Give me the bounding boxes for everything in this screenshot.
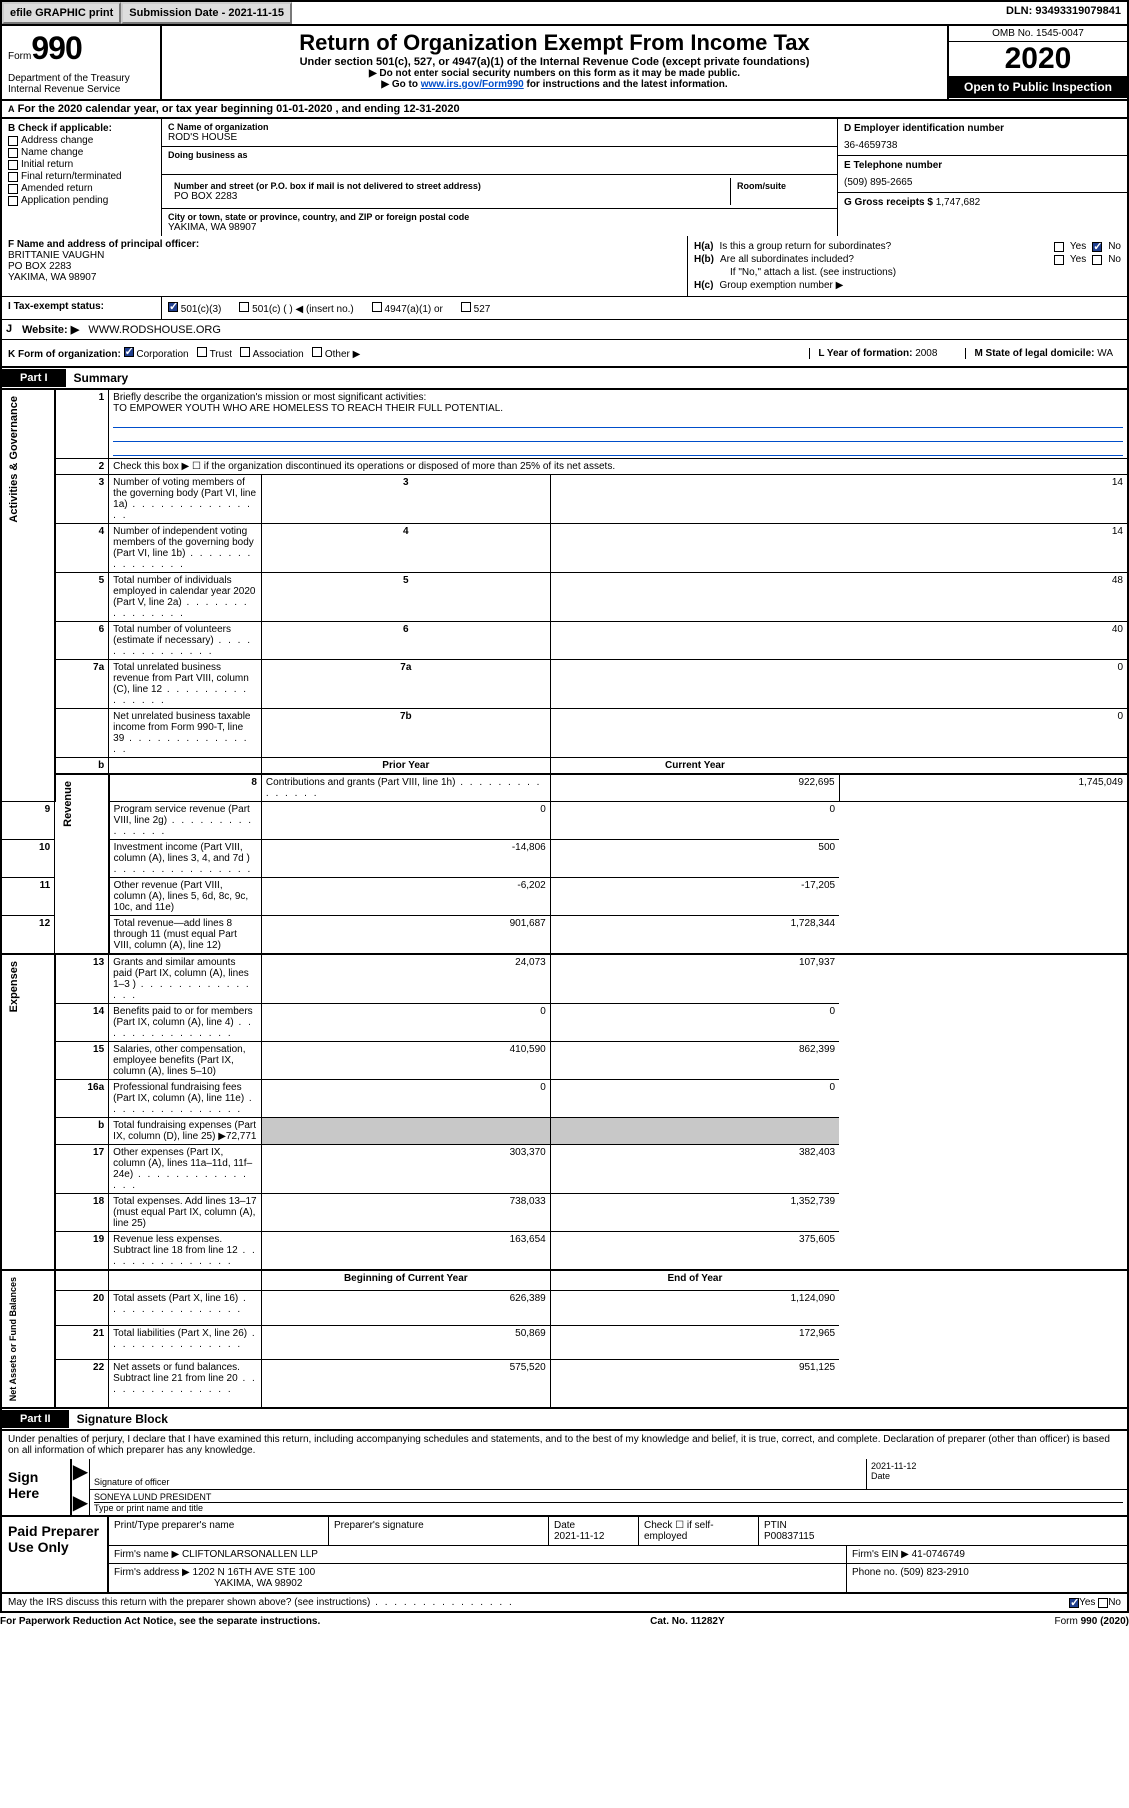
instructions-link[interactable]: www.irs.gov/Form990	[421, 79, 524, 90]
org-name: ROD'S HOUSE	[168, 132, 831, 143]
subtitle-3: ▶ Go to www.irs.gov/Form990 for instruct…	[166, 79, 943, 90]
tax-year: 2020	[949, 42, 1127, 76]
part-2-header: Part II Signature Block	[0, 1409, 1129, 1431]
chk-4947[interactable]	[372, 302, 382, 312]
penalties-text: Under penalties of perjury, I declare th…	[2, 1431, 1127, 1459]
website-value: WWW.RODSHOUSE.ORG	[88, 324, 221, 336]
officer-addr2: YAKIMA, WA 98907	[8, 272, 681, 283]
form-number: 990	[31, 30, 81, 66]
ein-label: D Employer identification number	[844, 123, 1121, 134]
ein-value: 36-4659738	[844, 140, 1121, 151]
chk-trust[interactable]	[197, 347, 207, 357]
omb-number: OMB No. 1545-0047	[949, 26, 1127, 42]
discuss-no[interactable]	[1098, 1598, 1108, 1608]
box-deg: D Employer identification number 36-4659…	[837, 119, 1127, 236]
row-klm: K Form of organization: Corporation Trus…	[0, 340, 1129, 368]
officer-print-name: SONEYA LUND PRESIDENT	[94, 1492, 1123, 1502]
ha-yes[interactable]	[1054, 242, 1064, 252]
preparer-block: Paid Preparer Use Only Print/Type prepar…	[0, 1517, 1129, 1594]
gross-value: 1,747,682	[936, 197, 981, 208]
chk-association[interactable]	[240, 347, 250, 357]
chk-amended-return[interactable]: Amended return	[8, 183, 155, 194]
phone-label: E Telephone number	[844, 160, 1121, 171]
gross-label: G Gross receipts $	[844, 197, 936, 208]
tax-status-row: I Tax-exempt status: 501(c)(3) 501(c) ( …	[0, 297, 1129, 320]
form-header: Form990 Department of the Treasury Inter…	[0, 26, 1129, 101]
chk-initial-return[interactable]: Initial return	[8, 159, 155, 170]
chk-corporation[interactable]	[124, 347, 134, 357]
suite-label: Room/suite	[737, 181, 825, 191]
side-governance: Activities & Governance	[6, 392, 22, 527]
city-label: City or town, state or province, country…	[168, 212, 831, 222]
hb-note: If "No," attach a list. (see instruction…	[730, 267, 1121, 278]
box-b-label: B Check if applicable:	[8, 123, 155, 134]
top-bar: efile GRAPHIC print Submission Date - 20…	[0, 0, 1129, 26]
street-label: Number and street (or P.O. box if mail i…	[174, 181, 724, 191]
chk-final-return[interactable]: Final return/terminated	[8, 171, 155, 182]
mission-text: TO EMPOWER YOUTH WHO ARE HOMELESS TO REA…	[113, 403, 503, 414]
officer-addr1: PO BOX 2283	[8, 261, 681, 272]
row-a: A For the 2020 calendar year, or tax yea…	[0, 101, 1129, 119]
form-word: Form	[8, 51, 31, 62]
status-label: I Tax-exempt status:	[2, 297, 162, 319]
sign-date: 2021-11-12	[871, 1461, 1123, 1471]
arrow-icon: ▶	[72, 1459, 90, 1490]
header-center: Return of Organization Exempt From Incom…	[162, 26, 947, 99]
box-h: H(a) Is this a group return for subordin…	[687, 236, 1127, 296]
form-title: Return of Organization Exempt From Incom…	[166, 30, 943, 56]
efile-button[interactable]: efile GRAPHIC print	[2, 2, 121, 24]
dba-label: Doing business as	[168, 150, 831, 160]
page-footer: For Paperwork Reduction Act Notice, see …	[0, 1613, 1129, 1630]
officer-name: BRITTANIE VAUGHN	[8, 250, 681, 261]
chk-application-pending[interactable]: Application pending	[8, 195, 155, 206]
signature-block: Under penalties of perjury, I declare th…	[0, 1431, 1129, 1517]
part-1-header: Part I Summary	[0, 368, 1129, 390]
org-name-label: C Name of organization	[168, 122, 831, 132]
part-1-title: Summary	[66, 368, 137, 388]
phone-value: (509) 895-2665	[844, 177, 1121, 188]
spacer	[292, 2, 1000, 24]
chk-name-change[interactable]: Name change	[8, 147, 155, 158]
officer-label: F Name and address of principal officer:	[8, 239, 681, 250]
fh-row: F Name and address of principal officer:…	[0, 236, 1129, 297]
part-1-tag: Part I	[2, 369, 66, 387]
ha-no[interactable]	[1092, 242, 1102, 252]
chk-501c[interactable]	[239, 302, 249, 312]
inspection-badge: Open to Public Inspection	[949, 76, 1127, 98]
arrow-icon: ▶	[72, 1490, 90, 1515]
subtitle-2: ▶ Do not enter social security numbers o…	[166, 68, 943, 79]
side-expenses: Expenses	[6, 957, 22, 1016]
row-j: J Website: ▶ WWW.RODSHOUSE.ORG	[0, 320, 1129, 340]
box-c: C Name of organization ROD'S HOUSE Doing…	[162, 119, 837, 236]
header-left: Form990 Department of the Treasury Inter…	[2, 26, 162, 99]
hb-yes[interactable]	[1054, 255, 1064, 265]
submission-date[interactable]: Submission Date - 2021-11-15	[121, 2, 292, 24]
chk-527[interactable]	[461, 302, 471, 312]
hb-no[interactable]	[1092, 255, 1102, 265]
part-2-tag: Part II	[2, 1410, 69, 1428]
discuss-row: May the IRS discuss this return with the…	[0, 1594, 1129, 1613]
dept-text: Department of the Treasury Internal Reve…	[8, 73, 154, 95]
discuss-yes[interactable]	[1069, 1598, 1079, 1608]
side-netassets: Net Assets or Fund Balances	[6, 1273, 20, 1405]
chk-501c3[interactable]	[168, 302, 178, 312]
chk-address-change[interactable]: Address change	[8, 135, 155, 146]
summary-table: Activities & Governance 1 Briefly descri…	[0, 390, 1129, 1409]
preparer-label: Paid Preparer Use Only	[2, 1517, 107, 1592]
dln-label: DLN: 93493319079841	[1000, 2, 1127, 24]
info-grid: B Check if applicable: Address change Na…	[0, 119, 1129, 236]
subtitle-1: Under section 501(c), 527, or 4947(a)(1)…	[166, 56, 943, 68]
part-2-title: Signature Block	[69, 1409, 176, 1429]
city-value: YAKIMA, WA 98907	[168, 222, 831, 233]
box-b: B Check if applicable: Address change Na…	[2, 119, 162, 236]
side-revenue: Revenue	[60, 777, 76, 831]
header-right: OMB No. 1545-0047 2020 Open to Public In…	[947, 26, 1127, 99]
chk-other[interactable]	[312, 347, 322, 357]
street-value: PO BOX 2283	[174, 191, 724, 202]
sign-here-label: Sign Here	[2, 1459, 72, 1515]
